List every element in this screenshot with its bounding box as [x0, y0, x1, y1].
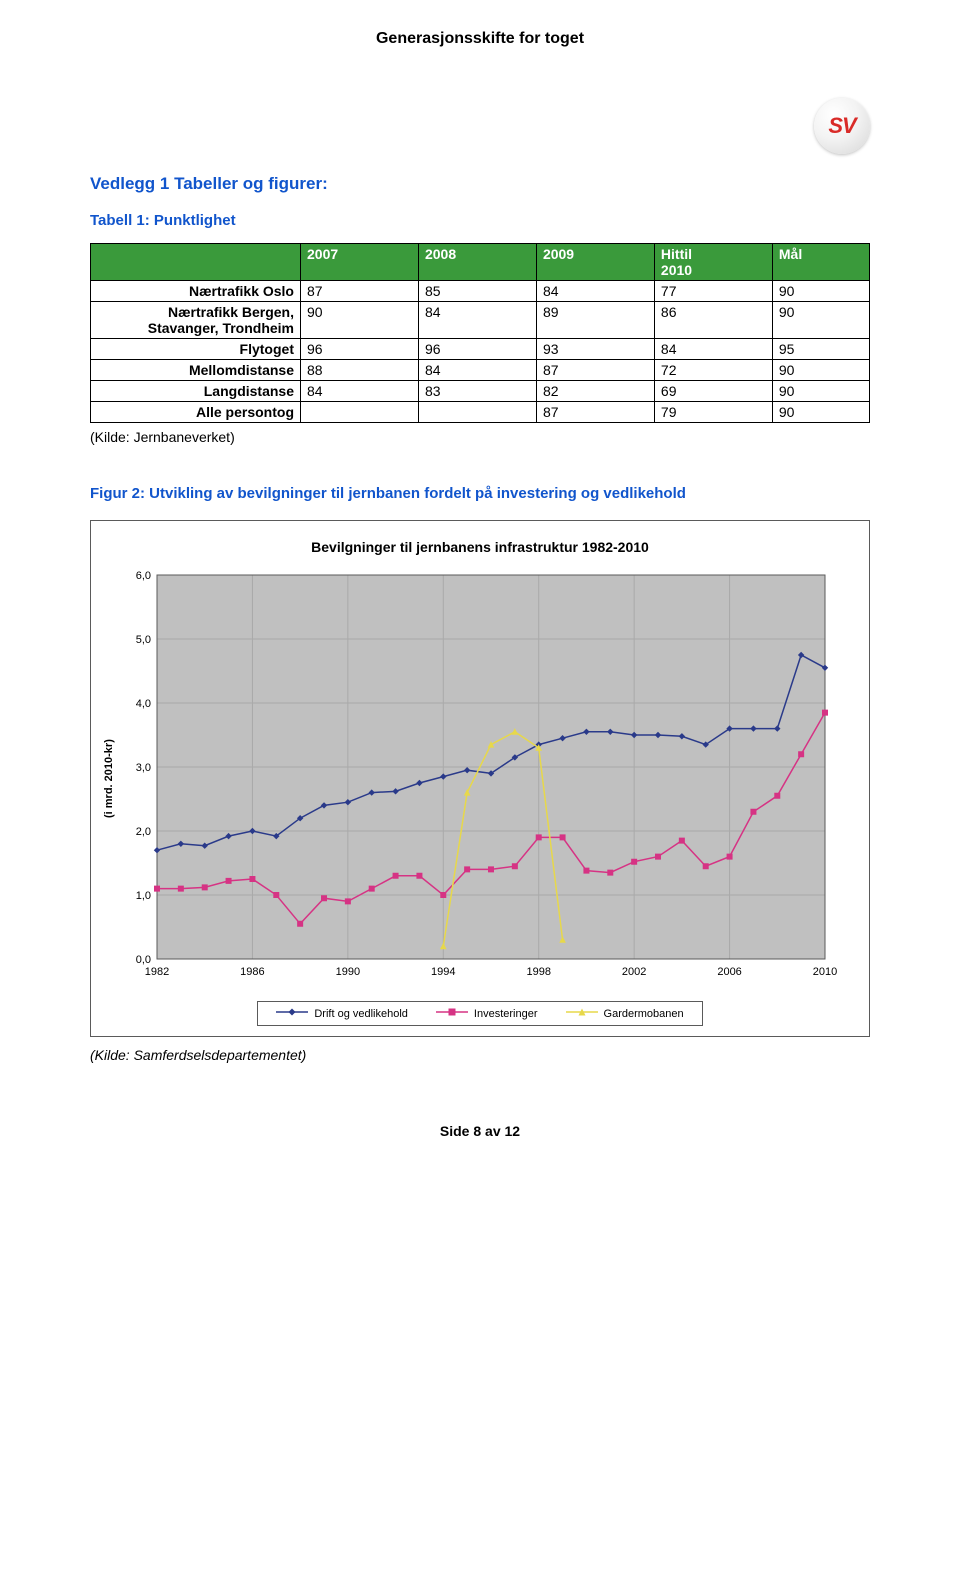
page-title: Generasjonsskifte for toget: [90, 30, 870, 48]
svg-text:1982: 1982: [145, 966, 169, 978]
table-row-label: Nærtrafikk Bergen, Stavanger, Trondheim: [91, 302, 301, 339]
svg-text:4,0: 4,0: [136, 698, 151, 710]
svg-text:2002: 2002: [622, 966, 646, 978]
chart-container: Bevilgninger til jernbanens infrastruktu…: [90, 520, 870, 1037]
legend-item: Drift og vedlikehold: [276, 1006, 408, 1021]
svg-text:1994: 1994: [431, 966, 455, 978]
table-row: Mellomdistanse8884877290: [91, 360, 870, 381]
page-number: Side 8 av 12: [90, 1123, 870, 1139]
table-cell: 87: [536, 402, 654, 423]
table-cell: 84: [418, 302, 536, 339]
table-cell: 77: [654, 281, 772, 302]
table-header-cell: 2007: [301, 244, 419, 281]
legend-label: Gardermobanen: [604, 1008, 684, 1020]
table-cell: 69: [654, 381, 772, 402]
table-cell: 90: [772, 302, 869, 339]
table-row: Langdistanse8483826990: [91, 381, 870, 402]
table-cell: 96: [418, 339, 536, 360]
table-row-label: Langdistanse: [91, 381, 301, 402]
table-source: (Kilde: Jernbaneverket): [90, 429, 870, 445]
table-cell: 93: [536, 339, 654, 360]
section-heading: Vedlegg 1 Tabeller og figurer:: [90, 174, 870, 194]
chart-title: Bevilgninger til jernbanens infrastruktu…: [101, 539, 859, 555]
table-header-cell: Mål: [772, 244, 869, 281]
logo-row: SV: [90, 98, 870, 154]
svg-text:1,0: 1,0: [136, 890, 151, 902]
table-cell: 87: [301, 281, 419, 302]
svg-text:1986: 1986: [240, 966, 264, 978]
table-row-label: Nærtrafikk Oslo: [91, 281, 301, 302]
table-cell: 72: [654, 360, 772, 381]
legend-label: Investeringer: [474, 1008, 538, 1020]
svg-text:2,0: 2,0: [136, 826, 151, 838]
table-cell: 96: [301, 339, 419, 360]
table-cell: 84: [418, 360, 536, 381]
chart-legend: Drift og vedlikehold Investeringer Garderm…: [257, 1001, 702, 1026]
svg-text:6,0: 6,0: [136, 570, 151, 582]
table-cell: 84: [654, 339, 772, 360]
table-row-label: Flytoget: [91, 339, 301, 360]
table-cell: [301, 402, 419, 423]
table-cell: 83: [418, 381, 536, 402]
table-cell: 90: [772, 381, 869, 402]
figure-source: (Kilde: Samferdselsdepartementet): [90, 1047, 870, 1063]
table-cell: 90: [772, 360, 869, 381]
table-cell: 89: [536, 302, 654, 339]
figure-caption: Figur 2: Utvikling av bevilgninger til j…: [90, 485, 870, 502]
svg-text:1990: 1990: [336, 966, 360, 978]
table-cell: 85: [418, 281, 536, 302]
svg-text:3,0: 3,0: [136, 762, 151, 774]
table-row-label: Alle persontog: [91, 402, 301, 423]
svg-text:2010: 2010: [813, 966, 837, 978]
table-cell: 88: [301, 360, 419, 381]
table-header-cell: 2009: [536, 244, 654, 281]
table-cell: 82: [536, 381, 654, 402]
table-row: Alle persontog 877990: [91, 402, 870, 423]
table-row: Flytoget9696938495: [91, 339, 870, 360]
table-cell: 90: [301, 302, 419, 339]
sv-logo: SV: [814, 98, 870, 154]
chart-svg: 0,0 1,0 2,0 3,0 4,0 5,0 6,0 1982 1986 1990 1994 199…: [117, 569, 837, 989]
table-cell: 79: [654, 402, 772, 423]
table-cell: 84: [536, 281, 654, 302]
table-cell: 90: [772, 281, 869, 302]
sv-logo-text: SV: [828, 113, 855, 139]
table-cell: 86: [654, 302, 772, 339]
legend-swatch: [436, 1006, 468, 1021]
legend-swatch: [566, 1006, 598, 1021]
svg-text:5,0: 5,0: [136, 634, 151, 646]
table-cell: [418, 402, 536, 423]
table-row-label: Mellomdistanse: [91, 360, 301, 381]
chart-ylabel: (i mrd. 2010-kr): [101, 569, 117, 989]
table-row: Nærtrafikk Bergen, Stavanger, Trondheim9…: [91, 302, 870, 339]
legend-label: Drift og vedlikehold: [314, 1008, 408, 1020]
table-cell: 84: [301, 381, 419, 402]
table-cell: 90: [772, 402, 869, 423]
table-row: Nærtrafikk Oslo8785847790: [91, 281, 870, 302]
table-header-cell: Hittil2010: [654, 244, 772, 281]
legend-item: Gardermobanen: [566, 1006, 684, 1021]
svg-text:0,0: 0,0: [136, 954, 151, 966]
legend-swatch: [276, 1006, 308, 1021]
punktlighet-table: 200720082009Hittil2010Mål Nærtrafikk Osl…: [90, 243, 870, 423]
table-header-cell: [91, 244, 301, 281]
table-header-cell: 2008: [418, 244, 536, 281]
table-cell: 87: [536, 360, 654, 381]
table-subheading: Tabell 1: Punktlighet: [90, 212, 870, 229]
svg-text:1998: 1998: [526, 966, 550, 978]
svg-text:2006: 2006: [717, 966, 741, 978]
table-cell: 95: [772, 339, 869, 360]
legend-item: Investeringer: [436, 1006, 538, 1021]
